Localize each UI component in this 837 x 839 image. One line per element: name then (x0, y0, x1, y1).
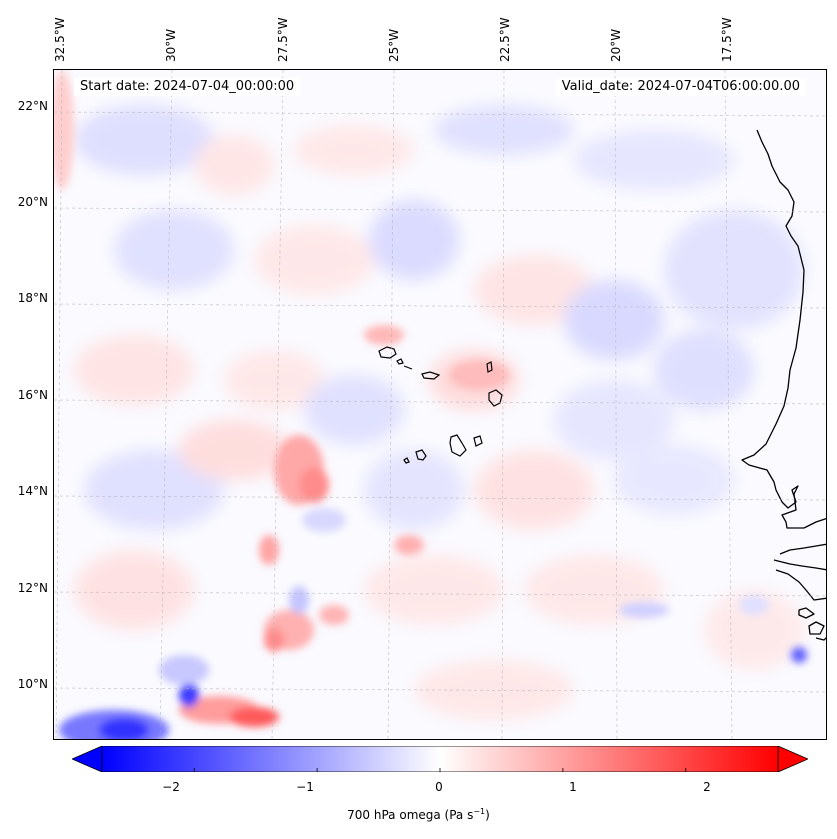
lon-label-25w: 25°W (387, 28, 401, 62)
colorbar-tick-label: 2 (703, 780, 711, 794)
colorbar-extend-right (777, 746, 808, 772)
colorbar (72, 746, 808, 772)
colorbar-title: 700 hPa omega (Pa s−1) (0, 807, 837, 822)
omega-field (54, 70, 826, 739)
lat-label-22n: 22°N (17, 99, 48, 113)
colorbar-extend-left (72, 746, 103, 772)
lon-label-20w: 20°W (609, 28, 623, 62)
gridlines (54, 70, 826, 739)
colorbar-tick-label: −2 (162, 780, 180, 794)
colorbar-gradient (101, 746, 779, 772)
colorbar-tick-label: −1 (296, 780, 314, 794)
colorbar-title-sup: −1 (473, 807, 486, 816)
lon-label-22.5w: 22.5°W (498, 17, 512, 62)
colorbar-title-end: ) (485, 808, 490, 822)
lat-label-20n: 20°N (17, 195, 48, 209)
lat-label-14n: 14°N (17, 484, 48, 498)
coastline (741, 129, 826, 641)
cape-verde-islands (378, 346, 503, 464)
lat-label-18n: 18°N (17, 291, 48, 305)
colorbar-tick-label: 1 (569, 780, 577, 794)
lon-label-27.5w: 27.5°W (276, 17, 290, 62)
lon-label-30w: 30°W (164, 28, 178, 62)
lon-label-17.5w: 17.5°W (720, 17, 734, 62)
colorbar-title-main: 700 hPa omega (Pa s (347, 808, 474, 822)
lon-label-32.5w: 32.5°W (53, 17, 67, 62)
lat-label-16n: 16°N (17, 388, 48, 402)
lat-label-10n: 10°N (17, 677, 48, 691)
valid-date-label: Valid_date: 2024-07-04T06:00:00.00 (555, 78, 806, 96)
colorbar-tick-label: 0 (435, 780, 443, 794)
start-date-label: Start date: 2024-07-04_00:00:00 (74, 78, 301, 96)
map-panel[interactable]: Start date: 2024-07-04_00:00:00 Valid_da… (53, 69, 827, 740)
lat-label-12n: 12°N (17, 581, 48, 595)
